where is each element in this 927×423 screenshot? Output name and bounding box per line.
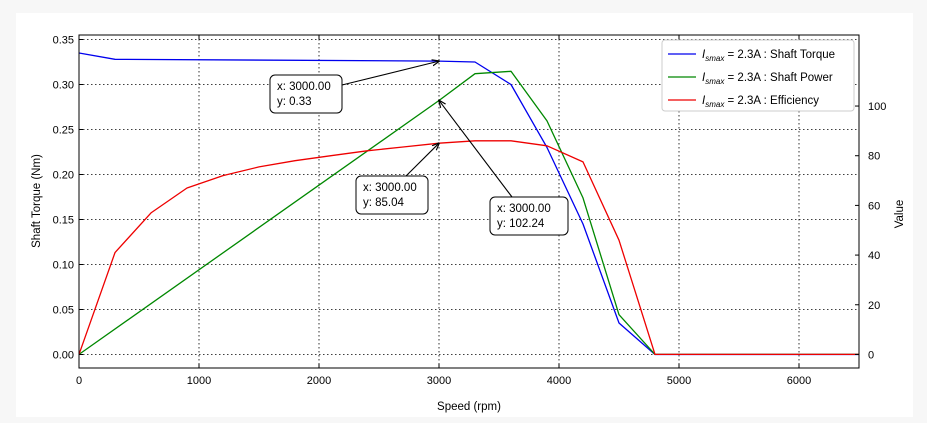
chart-canvas: Speed (rpm) Shaft Torque (Nm) Value 0 100… [31,34,906,414]
legend-label-efficiency: Ismax = 2.3A : Efficiency [702,95,819,109]
annotation-box [489,196,569,236]
annotation-y-label: y: 102.24 [497,218,545,230]
y-right-tick-label: 0 [868,349,874,361]
annotations: x: 3000.00 y: 0.33 x: 3000.00 y: 85.04 x: 30… [269,61,569,236]
x-axis-title: Speed (rpm) [437,401,501,413]
y-right-tick-label: 80 [868,151,880,163]
annotation-x-label: x: 3000.00 [277,81,331,93]
series-line-shaft-power [79,70,859,356]
legend-label-shaft-power: Ismax = 2.3A : Shaft Power [702,72,833,86]
y-left-tick-label: 0.10 [53,260,74,272]
y-left-tick-label: 0.20 [53,170,74,182]
chart-figure: Speed (rpm) Shaft Torque (Nm) Value 0 100… [16,13,913,417]
annotation-y-label: y: 85.04 [363,197,405,209]
x-tick-label: 3000 [427,375,451,387]
axes: Speed (rpm) Shaft Torque (Nm) Value 0 100… [31,35,906,414]
annotation-arrow [439,100,513,198]
y-right-tick-label: 60 [868,200,880,212]
annotation-x-label: x: 3000.00 [363,182,417,194]
y-right-tick-label: 20 [868,300,880,312]
legend-box [661,39,855,112]
annotation-y-label: y: 0.33 [277,96,312,108]
y-left-tick-label: 0.00 [53,350,74,362]
series-line-efficiency [79,140,859,356]
y-left-tick-label: 0.30 [53,80,74,92]
annotation-arrow [341,61,439,86]
legend: Ismax = 2.3A : Shaft Torque Ismax = 2.3A … [661,39,855,112]
y-left-tick-label: 0.05 [53,305,74,317]
annotation-box [269,74,343,114]
annotation-arrow [405,143,439,177]
y-left-tick-label: 0.15 [53,215,74,227]
annotation-x-label: x: 3000.00 [497,203,551,215]
legend-label-shaft-torque: Ismax = 2.3A : Shaft Torque [702,49,835,63]
series-layer [79,52,859,356]
x-tick-label: 6000 [787,375,811,387]
plot-area-frame [78,34,860,369]
x-tick-label: 0 [76,375,82,387]
x-tick-label: 2000 [307,375,331,387]
y-left-axis-title: Shaft Torque (Nm) [31,154,43,248]
annotation-box [355,175,429,215]
x-tick-label: 4000 [547,375,571,387]
y-right-tick-label: 100 [868,101,886,113]
y-right-tick-label: 40 [868,250,880,262]
y-right-axis-title: Value [894,200,906,229]
x-tick-label: 1000 [187,375,211,387]
y-left-tick-label: 0.25 [53,125,74,137]
y-left-tick-label: 0.35 [53,35,74,47]
series-line-shaft-torque [79,52,859,356]
grid [79,35,859,368]
x-tick-label: 5000 [667,375,691,387]
